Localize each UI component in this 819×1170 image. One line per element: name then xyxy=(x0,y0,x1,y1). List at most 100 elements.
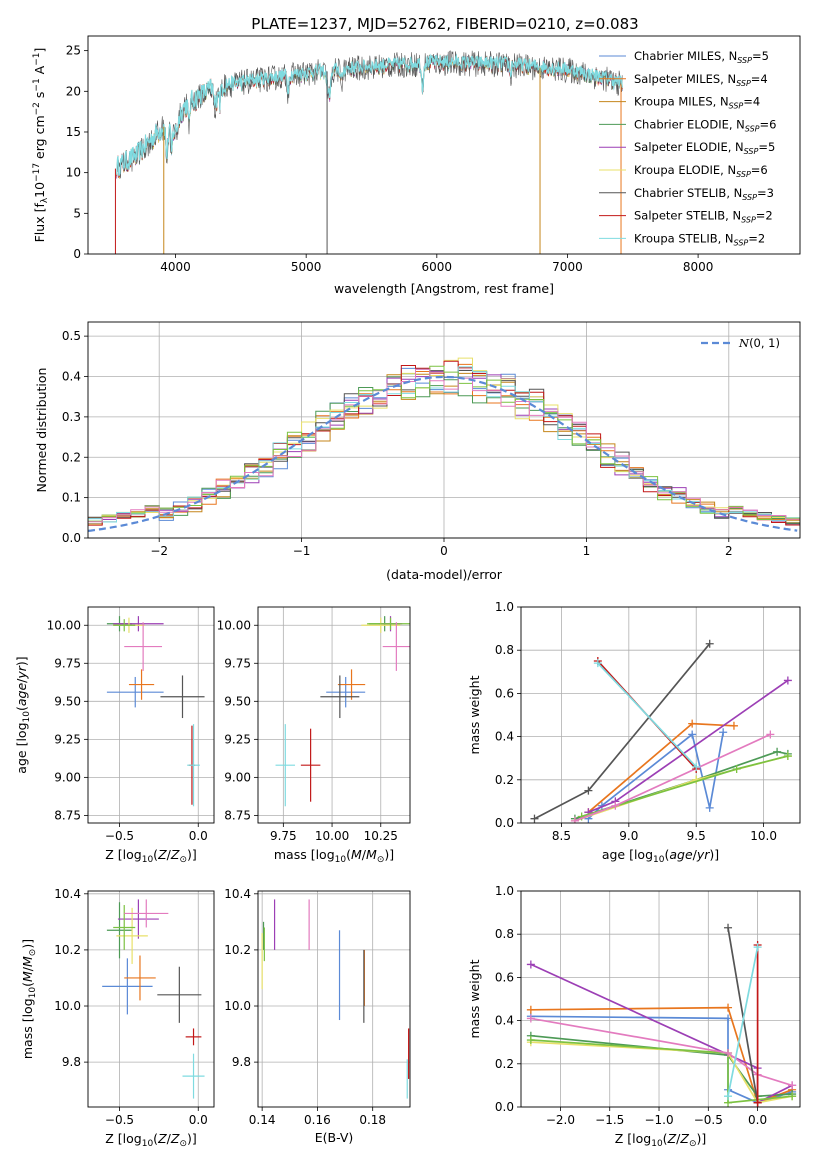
y-axis-label: mass weight xyxy=(467,675,482,754)
x-tick-label: 4000 xyxy=(160,260,191,274)
x-tick-label: 10.00 xyxy=(315,829,349,843)
errorbar-point-9 xyxy=(187,724,200,807)
spectrum-line-salpeter-elodie xyxy=(116,54,623,179)
normal-curve xyxy=(88,375,798,532)
y-tick-label: 9.25 xyxy=(54,732,81,746)
errorbar-point-6 xyxy=(124,622,163,671)
x-tick-label: 9.75 xyxy=(270,829,297,843)
errorbar-point-1 xyxy=(128,669,155,700)
plot-area-mass_vs_EBV xyxy=(261,899,410,1099)
y-tick-label: 0.6 xyxy=(495,686,514,700)
y-tick-label: 0.8 xyxy=(495,927,514,941)
weight-marker xyxy=(724,1092,733,1101)
y-axis-label: Flux [fλ10−17 erg cm−2 s−1 A−1] xyxy=(32,48,50,243)
plot-area-spectrum xyxy=(114,50,623,254)
weight-marker xyxy=(788,1081,797,1090)
x-tick-label: −0.5 xyxy=(105,1113,134,1127)
weight-marker xyxy=(688,719,697,728)
axes-frame xyxy=(520,890,801,1108)
y-axis-label: mass [log10(M/M⊙)] xyxy=(20,939,38,1059)
y-tick-label: 10.4 xyxy=(224,887,251,901)
y-tick-label: 0.4 xyxy=(495,1014,514,1028)
spectrum-line-salpeter-miles xyxy=(116,54,623,178)
y-tick-label: 10.00 xyxy=(47,618,81,632)
x-tick-label: 9.0 xyxy=(619,829,638,843)
y-tick-label: 0.1 xyxy=(62,491,81,505)
axes-age_vs_mass: 9.75 10.00 10.25 8.75 9.00 9.25 9.50 9.75 10.00 m… xyxy=(217,606,411,865)
x-tick-label: −1.5 xyxy=(595,1113,624,1127)
x-tick-label: 0.16 xyxy=(304,1113,331,1127)
errorbar-point-6 xyxy=(382,622,410,671)
y-tick-label: 25 xyxy=(66,44,81,58)
weight-marker xyxy=(773,747,782,756)
errorbar-point-8 xyxy=(185,1028,202,1046)
x-tick-label: 9.5 xyxy=(687,829,706,843)
spectrum-line-kroupa-stelib xyxy=(116,53,623,176)
histogram-pink xyxy=(88,368,800,526)
y-tick-label: 10.0 xyxy=(224,999,251,1013)
y-tick-label: 20 xyxy=(66,84,81,98)
x-tick-label: 8.5 xyxy=(552,829,571,843)
weight-marker xyxy=(724,1049,733,1057)
y-axis-label: age [log10(age/yr)] xyxy=(14,656,32,773)
errorbar-point-6 xyxy=(124,899,169,928)
y-tick-label: 0.0 xyxy=(495,816,514,830)
axes-residuals: −2 −1 0 1 2 0.0 0.1 0.2 0.3 0.4 0.5 (data-model)/er… xyxy=(34,321,801,582)
legend-label: Chabrier MILES, NSSP=5 xyxy=(634,49,769,65)
errorbar-point-0 xyxy=(102,958,153,1015)
plot-area-residuals xyxy=(88,357,800,532)
weight-series-6 xyxy=(570,730,775,823)
weight-marker xyxy=(719,728,728,737)
x-tick-label: 10.0 xyxy=(750,829,777,843)
x-tick-label: 6000 xyxy=(422,260,453,274)
x-tick-label: 5000 xyxy=(291,260,322,274)
x-axis-label: (data-model)/error xyxy=(386,567,503,582)
weight-marker xyxy=(705,803,714,812)
x-axis-label: wavelength [Angstrom, rest frame] xyxy=(334,281,554,296)
x-tick-label: −0.5 xyxy=(694,1113,723,1127)
weight-marker xyxy=(753,1098,762,1107)
weight-marker xyxy=(783,752,792,761)
weight-marker xyxy=(732,765,741,773)
x-tick-label: 0.0 xyxy=(189,829,208,843)
axes-mass_vs_EBV: 0.14 0.16 0.18 9.8 10.0 10.2 10.4 E(B-V) xyxy=(224,887,411,1145)
errorbar-point-1 xyxy=(124,955,156,1001)
weight-marker xyxy=(688,730,697,739)
y-axis-label: Normed distribution xyxy=(34,368,49,493)
y-tick-label: 9.75 xyxy=(54,656,81,670)
y-tick-label: 5 xyxy=(73,206,81,220)
y-tick-label: 0.2 xyxy=(62,450,81,464)
y-tick-label: 10.2 xyxy=(54,943,81,957)
errorbar-point-9 xyxy=(182,1053,205,1099)
weight-marker xyxy=(526,1005,535,1014)
y-tick-label: 10.0 xyxy=(54,999,81,1013)
y-tick-label: 9.75 xyxy=(224,656,251,670)
weight-marker xyxy=(570,816,579,823)
y-tick-label: 0.2 xyxy=(495,1057,514,1071)
x-tick-label: 2 xyxy=(725,544,733,558)
plot-area-age_vs_Z xyxy=(106,616,205,807)
weight-marker xyxy=(783,676,792,685)
y-tick-label: 0.0 xyxy=(62,531,81,545)
errorbar-point-5 xyxy=(113,905,136,950)
x-tick-label: −2 xyxy=(150,544,168,558)
weight-marker xyxy=(788,1092,797,1101)
axes-mass_vs_Z: −0.5 0.0 9.8 10.0 10.2 10.4 Z [log10(Z/Z⊙)] mas… xyxy=(20,887,215,1149)
weight-series-0 xyxy=(584,728,728,823)
axes-frame xyxy=(520,606,801,824)
x-tick-label: −1 xyxy=(293,544,311,558)
x-axis-label: age [log10(age/yr)] xyxy=(602,847,719,865)
plot-area-age_vs_mass xyxy=(275,616,410,807)
axes-spectrum: 4000 5000 6000 7000 8000 0 5 10 15 20 25 wavelength… xyxy=(32,35,801,296)
axes-frame xyxy=(257,890,411,1108)
errorbar-point-2 xyxy=(106,902,133,959)
weight-marker xyxy=(526,1036,535,1045)
legend-label: Salpeter ELODIE, NSSP=5 xyxy=(634,140,775,156)
histogram-chabrier-elodie-alt xyxy=(88,365,800,522)
x-tick-label: −1.0 xyxy=(644,1113,673,1127)
y-tick-label: 10 xyxy=(66,166,81,180)
y-tick-label: 0.2 xyxy=(495,773,514,787)
y-axis-label: mass weight xyxy=(467,959,482,1038)
legend-label: Kroupa ELODIE, NSSP=6 xyxy=(634,163,768,179)
errorbar-point-9 xyxy=(275,724,296,807)
